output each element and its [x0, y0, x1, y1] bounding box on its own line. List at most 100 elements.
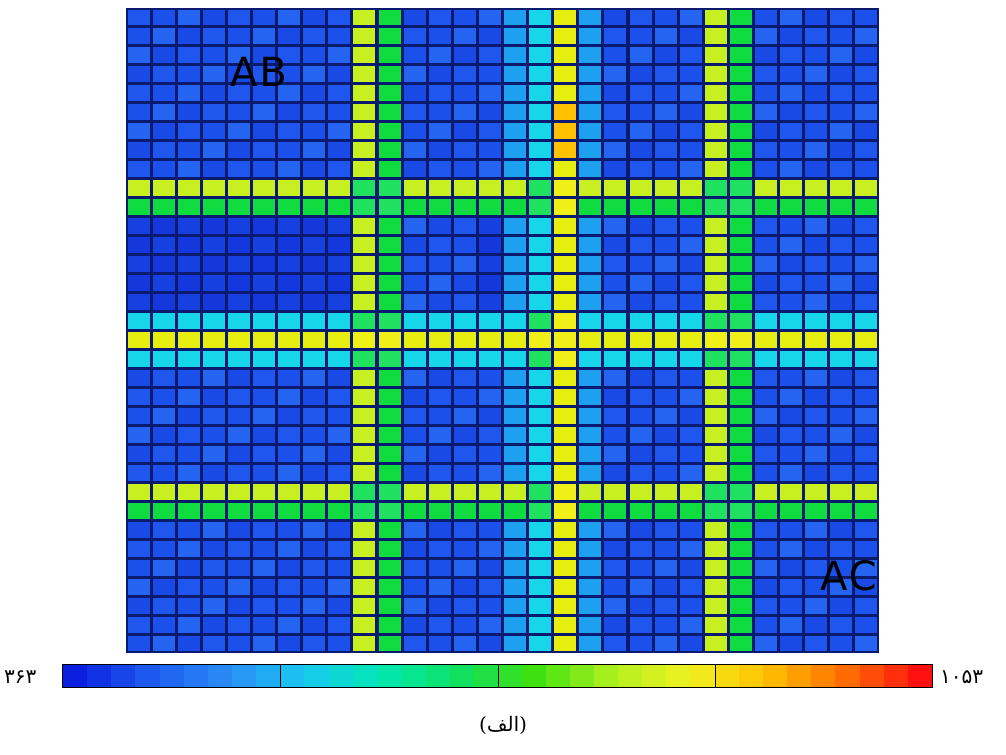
heatmap-cell — [202, 502, 225, 519]
heatmap-cell — [780, 369, 803, 386]
heatmap-cell — [679, 199, 702, 216]
heatmap-cell — [529, 275, 552, 292]
heatmap-cell — [780, 483, 803, 500]
heatmap-cell — [654, 199, 677, 216]
heatmap-cell — [353, 445, 376, 462]
heatmap-cell — [629, 218, 652, 235]
heatmap-cell — [353, 294, 376, 311]
heatmap-cell — [654, 483, 677, 500]
heatmap-cell — [654, 521, 677, 538]
heatmap-cell — [554, 483, 577, 500]
heatmap-cell — [152, 407, 175, 424]
heatmap-cell — [353, 332, 376, 348]
heatmap-cell — [755, 66, 778, 83]
heatmap-cell — [679, 85, 702, 102]
heatmap-cell — [604, 123, 627, 140]
heatmap-cell — [328, 47, 351, 64]
heatmap-cell — [830, 445, 853, 462]
heatmap-cell — [428, 369, 451, 386]
heatmap-cell — [654, 559, 677, 576]
colorbar-segment — [545, 665, 571, 687]
heatmap-cell — [478, 369, 501, 386]
heatmap-cell — [152, 47, 175, 64]
heatmap-cell — [579, 332, 602, 348]
heatmap-cell — [278, 407, 301, 424]
heatmap-cell — [654, 616, 677, 633]
heatmap-cell — [504, 407, 527, 424]
heatmap-cell — [353, 275, 376, 292]
heatmap-cell — [328, 597, 351, 614]
heatmap-cell — [328, 635, 351, 652]
heatmap-cell — [303, 332, 326, 348]
heatmap-cell — [152, 521, 175, 538]
heatmap-cell — [378, 313, 401, 329]
heatmap-cell — [579, 104, 602, 121]
heatmap-cell — [303, 123, 326, 140]
heatmap-cell — [202, 275, 225, 292]
heatmap-cell — [177, 237, 200, 254]
heatmap-cell — [478, 540, 501, 557]
heatmap-cell — [780, 66, 803, 83]
heatmap-cell — [629, 275, 652, 292]
heatmap-cell — [654, 350, 677, 367]
heatmap-cell — [504, 142, 527, 159]
heatmap-cell — [504, 350, 527, 367]
heatmap-cell — [403, 85, 426, 102]
heatmap-cell — [604, 256, 627, 273]
heatmap-cell — [780, 616, 803, 633]
heatmap-cell — [679, 578, 702, 595]
heatmap-cell — [679, 502, 702, 519]
heatmap-cell — [227, 559, 250, 576]
heatmap-cell — [629, 180, 652, 197]
heatmap-cell — [529, 9, 552, 26]
heatmap-cell — [554, 294, 577, 311]
heatmap-cell — [805, 559, 828, 576]
heatmap-cell — [604, 502, 627, 519]
heatmap-cell — [529, 597, 552, 614]
heatmap-cell — [177, 502, 200, 519]
heatmap-cell — [504, 502, 527, 519]
heatmap-cell — [127, 407, 150, 424]
heatmap-cell — [830, 464, 853, 481]
heatmap-cell — [604, 237, 627, 254]
heatmap-cell — [729, 407, 752, 424]
heatmap-cell — [453, 218, 476, 235]
heatmap-cell — [177, 483, 200, 500]
heatmap-cell — [529, 28, 552, 45]
colorbar-segment — [835, 665, 861, 687]
colorbar-segment — [87, 665, 112, 687]
heatmap-cell — [328, 85, 351, 102]
heatmap-cell — [378, 104, 401, 121]
heatmap-cell — [453, 180, 476, 197]
heatmap-cell — [654, 426, 677, 443]
heatmap-cell — [704, 616, 727, 633]
heatmap-cell — [453, 275, 476, 292]
heatmap-cell — [152, 237, 175, 254]
heatmap-cell — [529, 237, 552, 254]
heatmap-cell — [378, 521, 401, 538]
heatmap-cell — [579, 161, 602, 178]
heatmap-cell — [855, 218, 878, 235]
heatmap-cell — [679, 66, 702, 83]
heatmap-cell — [403, 464, 426, 481]
heatmap-cell — [554, 161, 577, 178]
heatmap-cell — [654, 294, 677, 311]
heatmap-cell — [253, 332, 276, 348]
heatmap-cell — [478, 294, 501, 311]
heatmap-cell — [177, 635, 200, 652]
heatmap-cell — [780, 540, 803, 557]
colorbar-segment — [666, 665, 692, 687]
heatmap-cell — [303, 218, 326, 235]
heatmap-cell — [805, 445, 828, 462]
heatmap-cell — [278, 332, 301, 348]
heatmap-cell — [504, 578, 527, 595]
heatmap-cell — [805, 218, 828, 235]
heatmap-cell — [328, 426, 351, 443]
heatmap-cell — [805, 294, 828, 311]
heatmap-cell — [303, 540, 326, 557]
heatmap-cell — [202, 521, 225, 538]
heatmap-cell — [755, 237, 778, 254]
heatmap-cell — [353, 521, 376, 538]
heatmap-cell — [805, 180, 828, 197]
heatmap-cell — [729, 369, 752, 386]
